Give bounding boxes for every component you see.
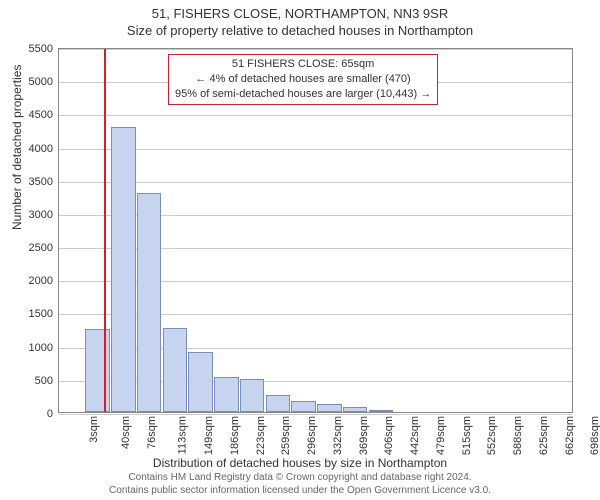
histogram-bar: [369, 410, 393, 412]
x-tick-label: 3sqm: [88, 416, 100, 443]
annotation-box: 51 FISHERS CLOSE: 65sqm ← 4% of detached…: [168, 54, 438, 105]
x-axis-label: Distribution of detached houses by size …: [0, 456, 600, 470]
x-tick-label: 515sqm: [461, 416, 473, 455]
annotation-line2: ← 4% of detached houses are smaller (470…: [175, 72, 431, 87]
y-tick-label: 3500: [29, 176, 53, 188]
y-tick-label: 5000: [29, 76, 53, 88]
chart-title-line2: Size of property relative to detached ho…: [0, 23, 600, 42]
x-tick-label: 442sqm: [409, 416, 421, 455]
gridline: [59, 115, 572, 116]
y-tick-label: 0: [47, 408, 53, 420]
histogram-bar: [343, 407, 367, 412]
x-tick-label: 186sqm: [229, 416, 241, 455]
gridline: [59, 49, 572, 50]
histogram-bar: [137, 193, 161, 412]
x-tick-label: 698sqm: [589, 416, 600, 455]
chart-title-line1: 51, FISHERS CLOSE, NORTHAMPTON, NN3 9SR: [0, 0, 600, 23]
histogram-bar: [266, 395, 290, 412]
x-tick-label: 588sqm: [512, 416, 524, 455]
histogram-bar: [163, 328, 187, 412]
histogram-bar: [291, 401, 315, 412]
histogram-bar: [317, 404, 341, 412]
y-tick-label: 2000: [29, 275, 53, 287]
x-tick-label: 479sqm: [435, 416, 447, 455]
y-tick-label: 500: [35, 375, 53, 387]
x-tick-label: 662sqm: [564, 416, 576, 455]
x-tick-label: 625sqm: [538, 416, 550, 455]
x-tick-label: 259sqm: [280, 416, 292, 455]
y-tick-label: 4500: [29, 109, 53, 121]
x-tick-label: 76sqm: [146, 416, 158, 449]
chart-area: 0500100015002000250030003500400045005000…: [58, 48, 573, 413]
annotation-line3: 95% of semi-detached houses are larger (…: [175, 87, 431, 102]
x-tick-label: 552sqm: [486, 416, 498, 455]
x-tick-label: 369sqm: [358, 416, 370, 455]
gridline: [59, 414, 572, 415]
histogram-bar: [214, 377, 238, 412]
histogram-bar: [188, 352, 212, 412]
footer-attribution: Contains HM Land Registry data © Crown c…: [0, 472, 600, 497]
y-tick-label: 1000: [29, 342, 53, 354]
gridline: [59, 149, 572, 150]
x-tick-label: 332sqm: [332, 416, 344, 455]
y-tick-label: 1500: [29, 308, 53, 320]
annotation-line1: 51 FISHERS CLOSE: 65sqm: [175, 57, 431, 72]
x-tick-label: 223sqm: [255, 416, 267, 455]
x-tick-label: 40sqm: [120, 416, 132, 449]
histogram-bar: [85, 329, 109, 412]
gridline: [59, 182, 572, 183]
footer-line2: Contains public sector information licen…: [0, 485, 600, 498]
property-marker-line: [104, 49, 106, 412]
x-tick-label: 296sqm: [306, 416, 318, 455]
y-axis-label: Number of detached properties: [10, 65, 24, 230]
histogram-bar: [111, 127, 135, 412]
y-tick-label: 2500: [29, 242, 53, 254]
y-tick-label: 3000: [29, 209, 53, 221]
x-tick-label: 113sqm: [177, 416, 189, 454]
histogram-bar: [240, 379, 264, 412]
x-tick-label: 406sqm: [383, 416, 395, 455]
x-tick-label: 149sqm: [203, 416, 215, 455]
footer-line1: Contains HM Land Registry data © Crown c…: [0, 472, 600, 485]
y-tick-label: 4000: [29, 143, 53, 155]
y-tick-label: 5500: [29, 43, 53, 55]
